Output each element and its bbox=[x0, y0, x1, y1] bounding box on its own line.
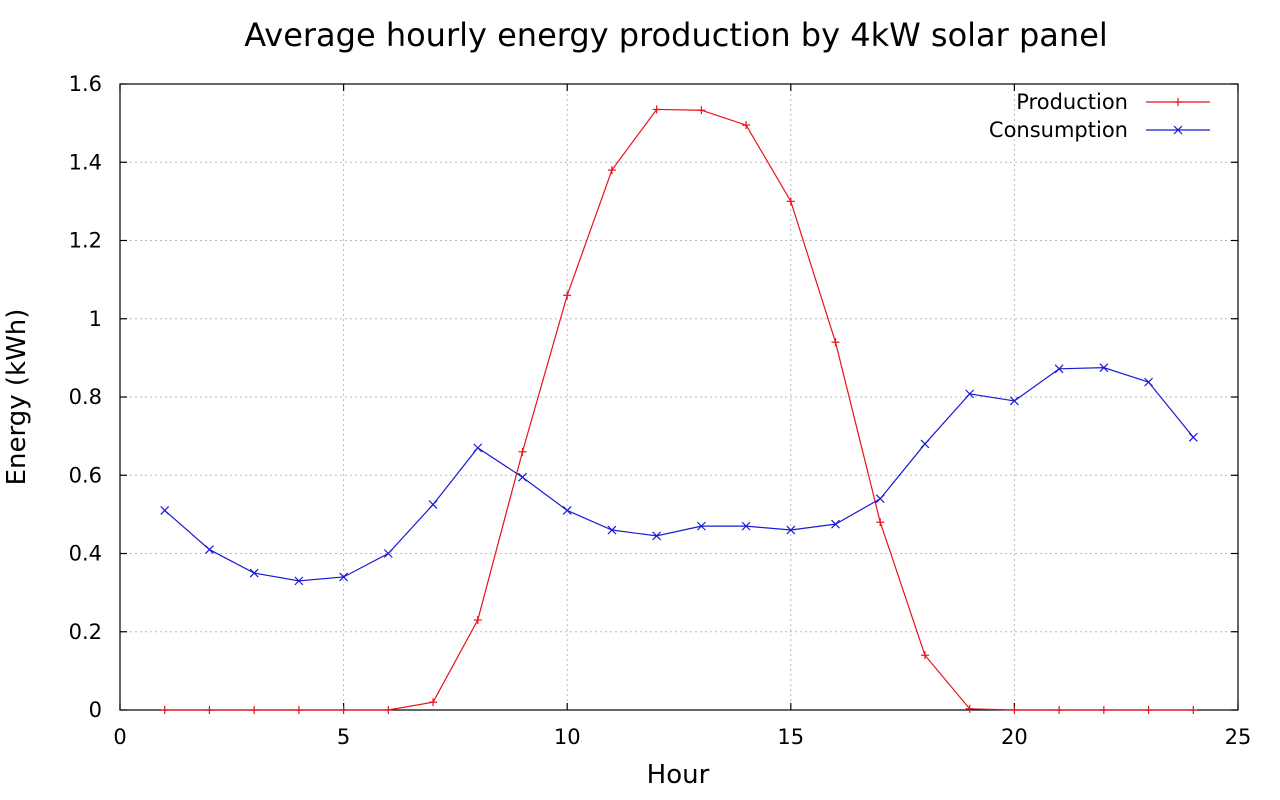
consumption-point bbox=[696, 521, 706, 531]
y-tick-label: 0 bbox=[89, 698, 102, 722]
x-tick-label: 15 bbox=[777, 725, 804, 749]
production-point bbox=[518, 447, 527, 456]
production-point bbox=[876, 518, 885, 527]
y-tick-label: 1.2 bbox=[69, 229, 102, 253]
x-tick-label: 0 bbox=[113, 725, 126, 749]
consumption-point bbox=[1144, 377, 1153, 387]
consumption-point bbox=[249, 568, 259, 578]
legend-label-consumption: Consumption bbox=[989, 118, 1128, 142]
production-point bbox=[697, 106, 706, 115]
x-tick-label: 25 bbox=[1225, 725, 1252, 749]
y-tick-label: 0.6 bbox=[69, 463, 102, 487]
consumption-point bbox=[607, 525, 617, 535]
production-point bbox=[920, 651, 929, 660]
consumption-point bbox=[428, 500, 438, 510]
production-point bbox=[250, 706, 259, 714]
production-point bbox=[652, 105, 661, 114]
consumption-line bbox=[164, 367, 1194, 582]
series-group bbox=[160, 105, 1198, 714]
production-point bbox=[1144, 706, 1153, 714]
legend-marker-production bbox=[1174, 98, 1182, 106]
y-tick-label: 0.8 bbox=[69, 385, 102, 409]
y-tick-label: 1 bbox=[89, 307, 102, 331]
production-point bbox=[831, 338, 840, 347]
chart-title: Average hourly energy production by 4kW … bbox=[244, 16, 1108, 54]
consumption-point bbox=[920, 439, 930, 449]
y-axis-label: Energy (kWh) bbox=[2, 309, 32, 486]
consumption-point bbox=[383, 549, 393, 558]
production-point bbox=[742, 121, 751, 130]
consumption-point bbox=[294, 576, 304, 586]
production-point bbox=[384, 706, 393, 714]
consumption-point bbox=[652, 531, 662, 541]
production-point bbox=[1055, 706, 1064, 714]
production-point bbox=[1010, 706, 1019, 714]
consumption-point bbox=[1188, 432, 1198, 442]
consumption-point bbox=[473, 443, 483, 453]
production-point bbox=[1099, 706, 1108, 714]
axis-ticks: 0 5 10 15 20 25 0 0.2 0.4 0.6 0.8 1 1.2 1.4 1.6 bbox=[69, 72, 1252, 749]
x-tick-label: 10 bbox=[554, 725, 581, 749]
x-axis-label: Hour bbox=[647, 760, 710, 790]
production-point bbox=[429, 698, 438, 707]
consumption-point bbox=[205, 545, 214, 555]
production-point bbox=[786, 197, 795, 206]
production-point bbox=[205, 706, 214, 714]
consumption-point bbox=[1099, 363, 1109, 373]
x-tick-label: 5 bbox=[337, 725, 350, 749]
consumption-point bbox=[831, 519, 840, 529]
production-line bbox=[164, 108, 1194, 711]
consumption-point bbox=[741, 521, 751, 531]
x-tick-label: 20 bbox=[1001, 725, 1028, 749]
legend-marker-consumption bbox=[1173, 125, 1183, 135]
production-point bbox=[294, 706, 303, 714]
production-point bbox=[607, 166, 616, 175]
production-point bbox=[563, 291, 572, 300]
production-point bbox=[339, 706, 348, 714]
consumption-point bbox=[875, 494, 885, 504]
consumption-point bbox=[339, 572, 349, 582]
consumption-point bbox=[160, 506, 170, 515]
consumption-point bbox=[965, 389, 975, 399]
consumption-point bbox=[562, 506, 572, 515]
legend: Production Consumption bbox=[989, 90, 1210, 142]
y-tick-label: 1.4 bbox=[69, 150, 102, 174]
production-point bbox=[1189, 706, 1198, 714]
consumption-point bbox=[786, 525, 796, 535]
grid bbox=[120, 84, 1238, 710]
y-tick-label: 0.2 bbox=[69, 620, 102, 644]
legend-label-production: Production bbox=[1016, 90, 1128, 114]
consumption-point bbox=[518, 472, 527, 482]
consumption-point bbox=[1009, 396, 1019, 406]
y-tick-label: 1.6 bbox=[69, 72, 102, 96]
y-tick-label: 0.4 bbox=[69, 542, 102, 566]
production-point bbox=[965, 704, 974, 713]
consumption-series bbox=[160, 363, 1198, 586]
production-point bbox=[160, 706, 169, 714]
production-series bbox=[160, 105, 1198, 714]
consumption-point bbox=[1054, 364, 1064, 374]
production-point bbox=[473, 616, 482, 625]
